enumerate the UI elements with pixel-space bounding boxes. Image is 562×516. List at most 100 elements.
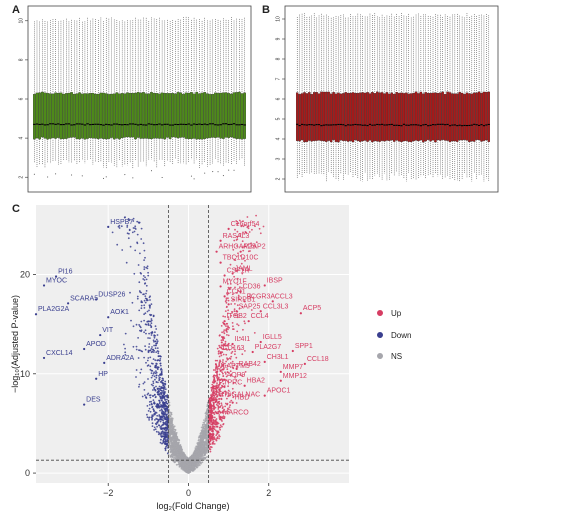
gene-point xyxy=(279,379,282,382)
a-box xyxy=(107,18,111,163)
gene-point xyxy=(243,384,246,387)
a-box xyxy=(174,20,177,160)
gene-point xyxy=(219,261,222,264)
x-tick-label: −2 xyxy=(103,488,113,498)
a-box xyxy=(62,20,65,160)
a-box xyxy=(184,16,188,165)
b-box xyxy=(295,16,299,179)
gene-point xyxy=(263,394,266,397)
b-y-tick-label: 8 xyxy=(275,57,281,60)
b-box xyxy=(300,13,304,178)
gene-point xyxy=(99,333,102,337)
a-box xyxy=(120,20,124,167)
gene-point xyxy=(95,298,98,301)
gene-point xyxy=(263,360,266,363)
gene-point xyxy=(34,313,38,316)
gene-label: RASAL3 xyxy=(223,233,250,240)
b-box xyxy=(422,14,425,176)
a-box xyxy=(144,17,148,167)
a-box xyxy=(118,21,121,160)
gene-label: AOX1 xyxy=(110,309,129,316)
b-box xyxy=(448,16,452,180)
b-box xyxy=(431,16,435,178)
a-box xyxy=(230,17,233,165)
gene-point xyxy=(227,227,230,230)
gene-point xyxy=(83,347,86,351)
y-axis-title: −log₁₀(Adjusted P-value) xyxy=(10,295,20,393)
b-box xyxy=(429,16,432,175)
a-box xyxy=(168,21,172,163)
b-box xyxy=(441,17,444,180)
a-box xyxy=(200,20,204,165)
a-box xyxy=(102,21,105,179)
gene-label: MMP12 xyxy=(283,373,307,380)
b-y-tick-label: 3 xyxy=(275,157,281,160)
gene-point xyxy=(223,320,226,323)
b-box xyxy=(368,13,372,179)
a-box xyxy=(203,17,207,174)
a-y-tick-label: 6 xyxy=(18,97,24,100)
a-box xyxy=(235,18,239,165)
b-box xyxy=(456,13,459,181)
b-box xyxy=(342,14,345,181)
a-box xyxy=(51,19,55,161)
a-box xyxy=(94,19,97,162)
gene-label: CSF1R xyxy=(227,268,250,275)
b-box xyxy=(383,17,386,174)
panel-letter-c: C xyxy=(12,203,20,215)
b-box xyxy=(346,17,350,176)
a-y-tick-label: 4 xyxy=(18,137,24,140)
a-box xyxy=(72,20,76,161)
gene-label: SCARA5 xyxy=(70,295,98,302)
gene-point xyxy=(231,272,234,275)
b-box xyxy=(317,15,321,175)
gene-point xyxy=(219,285,222,288)
b-box xyxy=(465,13,469,178)
b-box xyxy=(392,16,396,176)
b-box xyxy=(468,16,471,178)
gene-label: LAPTM5 xyxy=(223,363,250,370)
a-box xyxy=(86,17,89,160)
gene-point xyxy=(223,274,226,277)
b-box xyxy=(405,16,408,182)
a-box xyxy=(158,17,161,161)
gene-label: MYO1F xyxy=(223,278,247,285)
gene-label: ST6GALNAC xyxy=(219,392,261,399)
panel-letter-a: A xyxy=(12,4,20,16)
volcano-panel-background xyxy=(36,205,349,483)
gene-label: AQP9 xyxy=(227,372,246,379)
b-box xyxy=(359,14,362,181)
b-y-tick-label: 4 xyxy=(275,137,281,140)
gene-label: CD36 xyxy=(243,283,261,290)
a-box xyxy=(67,21,71,163)
b-box xyxy=(361,15,364,182)
a-box xyxy=(238,18,241,161)
b-box xyxy=(463,17,466,173)
b-box xyxy=(446,16,449,177)
gene-point xyxy=(291,349,294,353)
b-box xyxy=(371,15,374,179)
a-box xyxy=(222,18,225,177)
b-box xyxy=(373,13,377,176)
a-box xyxy=(78,17,81,163)
a-y-tick-label: 8 xyxy=(18,58,24,61)
gene-point xyxy=(219,239,222,242)
boxplot-a: 2 4 6 8 10 xyxy=(18,5,252,193)
gene-point xyxy=(215,386,218,389)
a-box xyxy=(211,19,215,173)
gene-label: ARHGAP25 xyxy=(219,244,256,251)
b-y-tick-label: 7 xyxy=(275,77,281,80)
gene-label: DES xyxy=(86,397,101,404)
gene-point xyxy=(54,275,58,278)
b-box xyxy=(339,15,343,175)
a-box xyxy=(80,21,84,177)
a-box xyxy=(38,21,41,165)
gene-point xyxy=(271,300,274,303)
b-box xyxy=(434,14,437,175)
a-box xyxy=(134,17,137,160)
a-box xyxy=(176,19,180,164)
legend-up-swatch xyxy=(377,310,383,316)
gene-label: ADAP2 xyxy=(243,244,266,251)
gene-label: C16orf54 xyxy=(231,221,260,228)
